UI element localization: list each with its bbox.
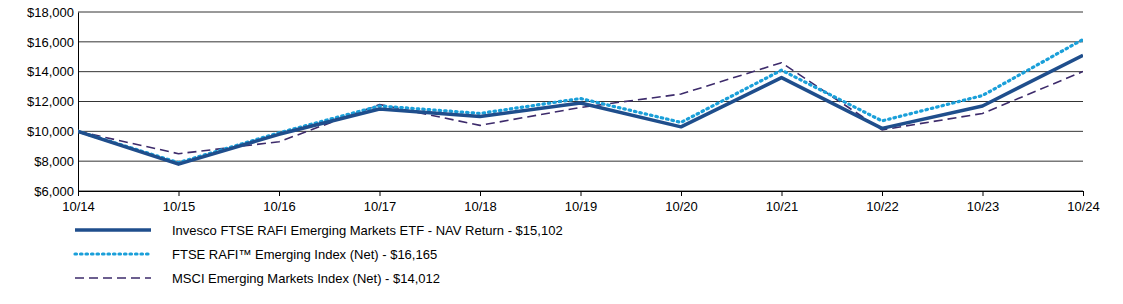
legend-item: MSCI Emerging Markets Index (Net) - $14,…	[75, 271, 440, 286]
x-tick-mark	[681, 191, 682, 196]
x-tick-label: 10/22	[866, 199, 899, 214]
x-tick-label: 10/21	[766, 199, 799, 214]
y-tick: $8,000	[34, 154, 78, 169]
y-tick-label: $14,000	[27, 64, 74, 79]
y-tick: $10,000	[27, 124, 78, 139]
x-tick-mark	[480, 191, 481, 196]
y-axis: $6,000 $8,000 $10,000 $12,000 $14,000 $16,000…	[27, 5, 79, 199]
y-tick: $16,000	[27, 34, 78, 49]
y-tick-label: $18,000	[27, 5, 74, 20]
x-axis-line	[79, 192, 1084, 197]
x-tick: 10/21	[766, 191, 799, 214]
x-tick-mark	[581, 191, 582, 196]
plot: $6,000 $8,000 $10,000 $12,000 $14,000 $16,000…	[27, 5, 1100, 215]
legend-item: Invesco FTSE RAFI Emerging Markets ETF -…	[75, 223, 563, 238]
legend-label: FTSE RAFI™ Emerging Index (Net) - $16,16…	[172, 247, 437, 262]
grid-line	[78, 131, 1083, 132]
legend-swatch	[75, 252, 151, 255]
legend-item: FTSE RAFI™ Emerging Index (Net) - $16,16…	[75, 247, 437, 262]
legend-swatch	[75, 228, 151, 232]
y-tick-label: $16,000	[27, 34, 74, 49]
x-tick-mark	[380, 191, 381, 196]
x-tick-label: 10/14	[62, 199, 95, 214]
grid-line	[78, 71, 1083, 72]
x-tick: 10/22	[866, 191, 899, 214]
x-tick: 10/16	[263, 191, 296, 214]
y-tick: $18,000	[27, 5, 78, 20]
x-tick-mark	[78, 191, 79, 196]
x-tick-label: 10/16	[263, 199, 296, 214]
legend: Invesco FTSE RAFI Emerging Markets ETF -…	[75, 223, 563, 286]
y-tick-label: $12,000	[27, 94, 74, 109]
y-tick: $6,000	[34, 184, 78, 199]
x-axis: 10/14 10/15 10/16 10/17 10/18 10/19 10/20 10/21…	[62, 191, 1100, 214]
y-tick-label: $10,000	[27, 124, 74, 139]
x-tick-mark	[782, 191, 783, 196]
grid-line	[78, 161, 1083, 162]
x-tick-label: 10/20	[665, 199, 698, 214]
x-tick: 10/14	[62, 191, 95, 214]
x-tick-mark	[1083, 191, 1084, 196]
x-tick-mark	[279, 191, 280, 196]
x-tick-label: 10/24	[1067, 199, 1100, 214]
x-tick-mark	[882, 191, 883, 196]
x-tick-label: 10/17	[364, 199, 397, 214]
y-tick: $14,000	[27, 64, 78, 79]
x-tick-label: 10/15	[163, 199, 196, 214]
grid	[78, 12, 1083, 191]
y-axis-line	[78, 13, 79, 192]
chart: $6,000 $8,000 $10,000 $12,000 $14,000 $16,000…	[0, 0, 1123, 304]
series-line	[78, 55, 1083, 164]
x-tick: 10/20	[665, 191, 698, 214]
y-tick-label: $8,000	[34, 154, 74, 169]
y-tick: $12,000	[27, 94, 78, 109]
lines	[78, 39, 1083, 164]
legend-label: Invesco FTSE RAFI Emerging Markets ETF -…	[172, 223, 563, 238]
x-tick: 10/17	[364, 191, 397, 214]
grid-line	[78, 41, 1083, 42]
grid-line	[78, 12, 1083, 13]
x-tick-label: 10/19	[565, 199, 598, 214]
x-tick: 10/23	[967, 191, 1000, 214]
x-tick: 10/19	[565, 191, 598, 214]
x-tick-mark	[179, 191, 180, 196]
x-tick-label: 10/23	[967, 199, 1000, 214]
legend-label: MSCI Emerging Markets Index (Net) - $14,…	[172, 271, 440, 286]
legend-swatch	[75, 277, 151, 279]
x-tick: 10/18	[464, 191, 497, 214]
x-tick-mark	[983, 191, 984, 196]
series-line	[78, 39, 1083, 162]
x-tick: 10/15	[163, 191, 196, 214]
x-tick-label: 10/18	[464, 199, 497, 214]
x-tick: 10/24	[1067, 191, 1100, 214]
y-tick-label: $6,000	[34, 184, 74, 199]
